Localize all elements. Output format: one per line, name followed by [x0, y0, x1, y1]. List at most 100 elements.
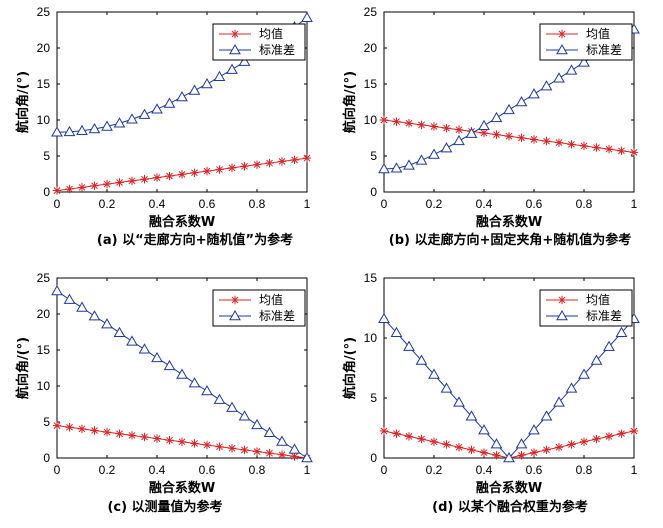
- legend-marker-star: [557, 295, 567, 305]
- x-tick-label: 1: [304, 197, 311, 211]
- legend-marker-star: [557, 29, 567, 39]
- mean-point: [417, 434, 426, 444]
- plot-area: [56, 11, 308, 193]
- std-point: [76, 301, 88, 312]
- mean-point: [442, 440, 451, 449]
- std-point: [378, 312, 390, 324]
- x-tick-label: 1: [304, 463, 311, 477]
- mean-point: [77, 424, 87, 434]
- mean-point: [379, 115, 389, 125]
- mean-point: [252, 447, 262, 456]
- std-point: [603, 340, 615, 351]
- mean-point: [152, 173, 162, 182]
- std-point: [88, 122, 101, 134]
- std-point: [151, 103, 163, 114]
- legend-box: [539, 23, 633, 61]
- std-point: [515, 438, 528, 449]
- std-point: [126, 113, 138, 124]
- legend-label: 均值: [586, 292, 610, 307]
- std-point: [428, 148, 440, 159]
- mean-point: [579, 437, 589, 446]
- x-tick-label: 0: [54, 463, 61, 477]
- y-tick-label: 25: [364, 5, 378, 19]
- std-point: [226, 63, 238, 74]
- std-point: [163, 359, 176, 371]
- std-point: [390, 162, 403, 173]
- subfigure-caption: (b) 以走廊方向+固定夹角+随机值为参考: [389, 232, 632, 248]
- y-tick-label: 15: [37, 77, 51, 91]
- mean-point: [467, 445, 476, 455]
- y-tick-label: 20: [37, 41, 51, 55]
- mean-point: [454, 443, 464, 452]
- mean-point: [140, 175, 149, 184]
- std-point: [465, 127, 478, 138]
- std-point: [490, 111, 503, 123]
- x-tick-label: 0: [381, 463, 388, 477]
- x-tick-label: 0.6: [526, 197, 543, 211]
- mean-point: [629, 148, 639, 157]
- plot-area: [56, 277, 308, 459]
- mean-point: [127, 176, 137, 186]
- mean-point: [65, 423, 74, 432]
- mean-point: [492, 451, 501, 460]
- x-tick-label: 0.2: [426, 463, 443, 477]
- mean-point: [240, 162, 249, 171]
- mean-point: [454, 125, 464, 134]
- mean-point: [190, 168, 199, 177]
- std-point: [590, 354, 603, 365]
- std-point: [51, 284, 63, 296]
- mean-point: [190, 439, 199, 448]
- mean-point: [554, 443, 564, 452]
- std-point: [76, 124, 88, 136]
- std-point: [440, 382, 453, 393]
- std-point: [528, 88, 540, 99]
- legend-marker-triangle: [556, 309, 568, 321]
- std-point: [113, 326, 126, 337]
- std-point: [515, 95, 528, 107]
- mean-point: [115, 429, 124, 438]
- x-tick-label: 0.2: [426, 197, 443, 211]
- std-point: [63, 125, 76, 137]
- mean-point: [277, 157, 287, 166]
- x-axis-label: 融合系数W: [149, 214, 215, 230]
- std-point: [503, 103, 515, 115]
- std-point: [553, 396, 565, 407]
- mean-point: [90, 181, 99, 190]
- mean-point: [542, 136, 551, 146]
- legend-label: 均值: [586, 26, 610, 41]
- std-point: [553, 72, 565, 83]
- x-axis-label: 融合系数W: [476, 480, 542, 496]
- std-point: [276, 435, 288, 446]
- std-point: [101, 318, 113, 329]
- mean-point: [617, 146, 626, 156]
- mean-point: [90, 426, 99, 435]
- y-tick-label: 5: [370, 391, 377, 405]
- x-tick-label: 0.8: [576, 463, 593, 477]
- std-point: [138, 343, 151, 354]
- y-tick-label: 0: [370, 451, 377, 465]
- x-tick-label: 0.8: [576, 197, 593, 211]
- std-point: [478, 119, 490, 131]
- std-point: [213, 393, 226, 404]
- legend-marker-star: [230, 29, 240, 39]
- x-tick-label: 0.4: [149, 463, 166, 477]
- mean-point: [429, 122, 439, 131]
- std-point: [540, 410, 553, 421]
- std-point: [288, 443, 301, 454]
- std-point: [453, 134, 465, 146]
- mean-point: [290, 155, 299, 165]
- y-axis-label: 航向角/(°): [342, 71, 358, 133]
- std-point: [238, 55, 251, 66]
- y-tick-label: 10: [364, 331, 378, 345]
- std-point: [453, 396, 465, 407]
- mean-point: [127, 431, 137, 440]
- mean-point: [165, 171, 174, 181]
- std-point: [138, 108, 151, 119]
- std-point: [615, 326, 628, 337]
- mean-point: [102, 179, 112, 189]
- mean-point: [240, 445, 249, 455]
- subfigure-caption: (a) 以“走廊方向+随机值”为参考: [97, 232, 293, 248]
- mean-point: [554, 138, 564, 147]
- std-point: [503, 451, 515, 463]
